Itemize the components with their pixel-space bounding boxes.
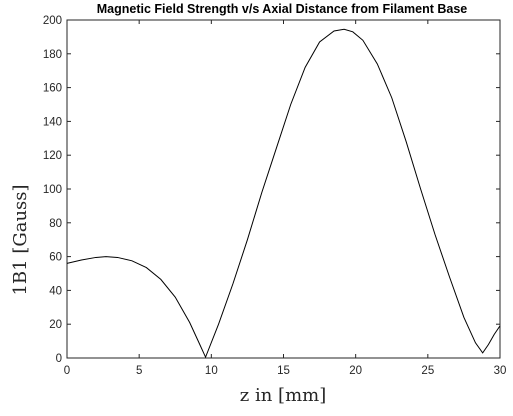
x-axis-label: z in [mm]: [240, 385, 326, 406]
x-tick-label: 25: [421, 365, 434, 377]
x-tick-label: 15: [277, 365, 290, 377]
x-tick-label: 10: [205, 365, 218, 377]
series-layer: [66, 28, 501, 359]
y-axis-label: 1B1 [Gauss]: [10, 184, 31, 295]
y-tick-label: 140: [43, 116, 62, 128]
series-line: [66, 28, 501, 359]
x-tick-label: 20: [349, 365, 362, 377]
x-axis-ticks: 0 5 10 15 20 25 30: [64, 20, 507, 377]
y-tick-label: 100: [43, 184, 62, 196]
y-tick-label: 60: [49, 252, 62, 264]
y-tick-label: 80: [49, 218, 62, 230]
x-tick-label: 0: [64, 365, 70, 377]
y-tick-label: 40: [49, 285, 62, 297]
x-tick-label: 5: [136, 365, 142, 377]
y-tick-label: 160: [43, 83, 62, 95]
x-tick-label: 30: [494, 365, 507, 377]
y-tick-label: 200: [43, 15, 62, 27]
y-tick-label: 20: [49, 319, 62, 331]
chart-title: Magnetic Field Strength v/s Axial Distan…: [97, 2, 468, 16]
plot-box: [66, 19, 501, 359]
y-tick-label: 0: [56, 353, 62, 365]
y-axis-ticks: 0 20 40 60 80 100 120 140 160 180 200: [43, 15, 500, 365]
plot-frame: [66, 19, 501, 359]
y-tick-label: 120: [43, 150, 62, 162]
y-tick-label: 180: [43, 49, 62, 61]
